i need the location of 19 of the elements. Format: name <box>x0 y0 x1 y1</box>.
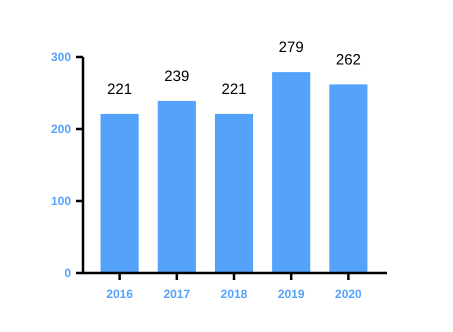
data-label: 262 <box>336 51 361 68</box>
y-tick-label: 200 <box>50 122 72 136</box>
bar <box>100 114 139 273</box>
y-tick-label: 0 <box>64 266 72 280</box>
bar <box>329 84 368 273</box>
bar <box>272 72 310 273</box>
y-tick-label: 100 <box>50 194 72 208</box>
y-tick-label: 300 <box>50 50 72 64</box>
x-tick-label: 2019 <box>278 287 305 301</box>
x-tick-label: 2020 <box>335 287 362 301</box>
x-tick-label: 2016 <box>106 287 134 301</box>
data-label: 221 <box>221 80 247 98</box>
data-label: 279 <box>278 39 304 56</box>
x-tick-label: 2018 <box>220 287 248 301</box>
data-label: 239 <box>164 68 190 85</box>
bar <box>158 100 196 273</box>
bar <box>214 114 254 273</box>
x-tick-label: 2017 <box>163 287 190 301</box>
data-label: 221 <box>107 80 132 98</box>
